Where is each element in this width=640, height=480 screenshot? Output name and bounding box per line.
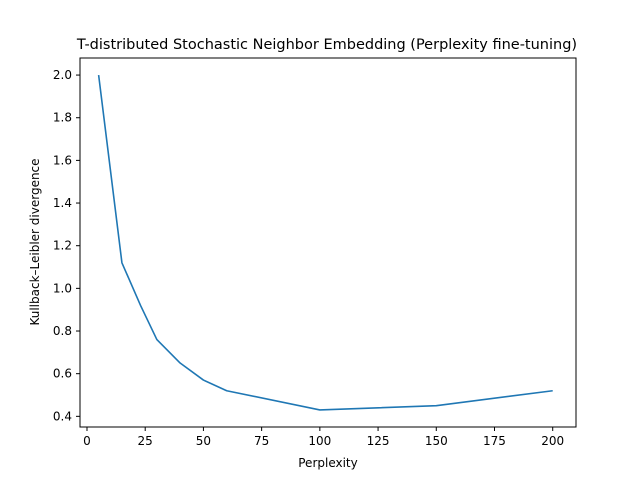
series-line	[97, 74, 553, 411]
x-tick-label: 125	[367, 434, 390, 448]
chart-title: T-distributed Stochastic Neighbor Embedd…	[76, 37, 577, 53]
y-tick-label: 1.2	[53, 239, 72, 253]
y-tick-label: 1.0	[53, 281, 72, 295]
x-axis-label: Perplexity	[298, 456, 358, 470]
plot-area: 0 25 50 75 100 125 150 175 200 0.4 0.6 0.8 1.0 1.2 1.…	[53, 57, 577, 448]
y-tick-label: 0.8	[53, 324, 72, 338]
y-tick-label: 0.6	[53, 367, 72, 381]
x-tick-label: 75	[254, 434, 269, 448]
x-tick-label: 175	[483, 434, 506, 448]
y-tick-label: 1.6	[53, 153, 72, 167]
axes-frame	[79, 57, 577, 428]
x-tick-label: 100	[308, 434, 331, 448]
y-axis-label: Kullback–Leibler divergence	[28, 158, 42, 325]
x-axis: 0 25 50 75 100 125 150 175 200	[83, 427, 564, 448]
x-tick-label: 50	[196, 434, 211, 448]
y-tick-label: 1.8	[53, 111, 72, 125]
x-tick-label: 200	[541, 434, 564, 448]
x-tick-label: 25	[138, 434, 153, 448]
x-tick-label: 150	[425, 434, 448, 448]
x-tick-label: 0	[83, 434, 91, 448]
series-layer	[97, 74, 553, 411]
y-axis: 0.4 0.6 0.8 1.0 1.2 1.4 1.6 1.8 2.0	[53, 68, 80, 423]
y-tick-label: 0.4	[53, 409, 72, 423]
y-tick-label: 2.0	[53, 68, 72, 82]
y-tick-label: 1.4	[53, 196, 72, 210]
